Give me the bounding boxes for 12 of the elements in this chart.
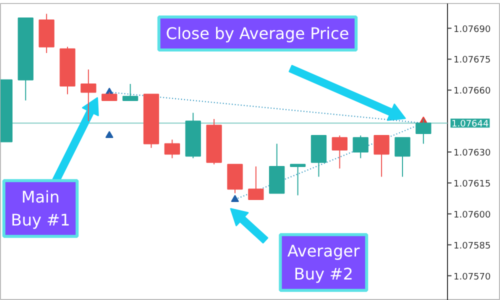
annotation: Averager Buy #2 xyxy=(287,242,360,284)
y-tick-label: 1.07585 xyxy=(454,241,491,252)
annotation: Close by Average Price xyxy=(166,24,350,43)
ref-line-label: 1.07644 xyxy=(452,120,489,130)
y-tick-label: 1.07690 xyxy=(454,24,491,35)
annotation: Main Buy #1 xyxy=(10,188,70,230)
y-tick-label: 1.07660 xyxy=(454,86,491,97)
y-tick-label: 1.07600 xyxy=(454,210,491,220)
y-tick-label: 1.07630 xyxy=(454,148,491,158)
y-tick-label: 1.07570 xyxy=(454,272,491,282)
y-tick-label: 1.07615 xyxy=(454,179,491,190)
y-tick-label: 1.07675 xyxy=(454,56,491,66)
